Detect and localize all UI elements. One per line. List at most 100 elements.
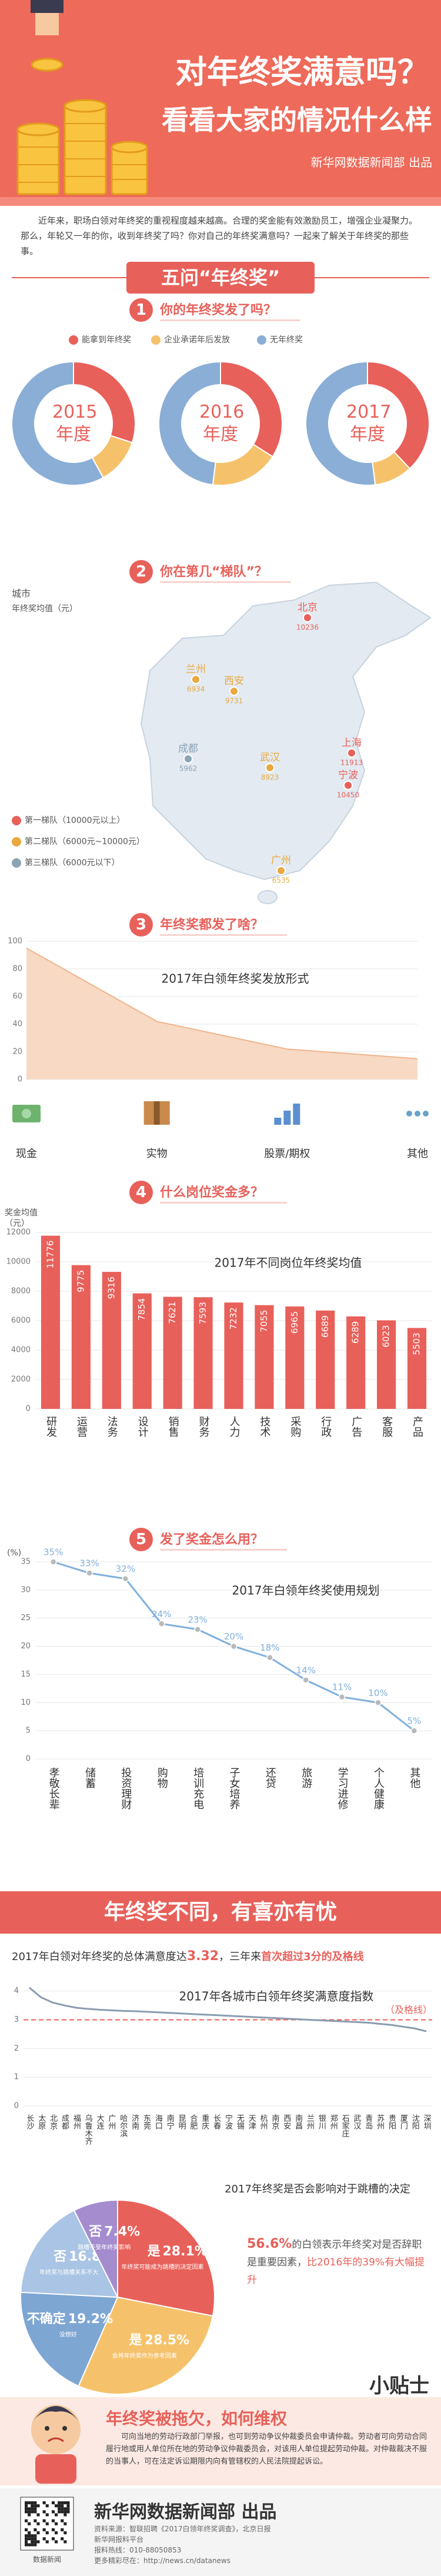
x-tick-label: 福州 bbox=[72, 2114, 81, 2130]
qr-cell bbox=[28, 2510, 31, 2514]
value-label: 5% bbox=[407, 1716, 421, 1727]
point bbox=[230, 1642, 238, 1650]
x-tick-label: 南昌 bbox=[293, 2114, 302, 2130]
bar-value-label: 6689 bbox=[320, 1315, 330, 1338]
y-tick-label: 10000 bbox=[6, 1258, 31, 1267]
y-tick-label: 60 bbox=[12, 992, 22, 1001]
legend-swatch bbox=[69, 335, 78, 345]
icon bbox=[153, 1101, 160, 1125]
cartoon-figure bbox=[31, 2405, 81, 2484]
qr-cell bbox=[66, 2504, 70, 2508]
point bbox=[158, 1620, 165, 1628]
point bbox=[266, 1654, 273, 1661]
point bbox=[122, 1575, 129, 1582]
y-tick-label: 4 bbox=[14, 1987, 19, 1995]
tips-title: 小贴士 bbox=[369, 2374, 429, 2398]
pie-slice bbox=[73, 2199, 118, 2298]
value-label: 10% bbox=[368, 1688, 387, 1698]
x-tick-label: 客服 bbox=[380, 1416, 393, 1438]
city-name: 西安 bbox=[224, 675, 244, 687]
qr-cell bbox=[64, 2513, 67, 2517]
x-tick-label: 广州 bbox=[106, 2114, 116, 2130]
city-dot bbox=[265, 763, 275, 772]
city-name: 宁波 bbox=[338, 769, 358, 781]
qr-label: 数据新闻 bbox=[32, 2555, 61, 2564]
qr-cell bbox=[25, 2537, 28, 2541]
qr-cell bbox=[45, 2531, 49, 2535]
bar bbox=[41, 1235, 61, 1409]
x-tick-label: 实物 bbox=[146, 1148, 168, 1160]
chart-title: 2017年白领年终奖发放形式 bbox=[162, 972, 309, 986]
x-tick-label: 研发 bbox=[45, 1416, 57, 1437]
x-tick-label: 银川 bbox=[317, 2114, 326, 2130]
x-tick-label: 其他 bbox=[407, 1148, 428, 1160]
y-tick-label: 6000 bbox=[11, 1317, 31, 1325]
x-tick-label: 东莞 bbox=[142, 2114, 151, 2130]
value-label: 23% bbox=[188, 1614, 207, 1625]
city-name: 武汉 bbox=[260, 752, 280, 764]
bar bbox=[377, 1320, 396, 1409]
qr-cell bbox=[66, 2501, 70, 2505]
point bbox=[194, 1626, 201, 1633]
qr-cell bbox=[34, 2543, 37, 2547]
qr-cell bbox=[51, 2537, 55, 2541]
question-number: 3 bbox=[129, 913, 153, 937]
qr-cell bbox=[34, 2504, 37, 2508]
donut-center-label: 2017年度 bbox=[346, 402, 392, 445]
qr-cell bbox=[42, 2510, 46, 2514]
y-tick-label: 5 bbox=[26, 1727, 31, 1735]
qr-cell bbox=[28, 2537, 31, 2541]
x-tick-label: 成都 bbox=[60, 2114, 69, 2130]
icon bbox=[423, 1111, 429, 1117]
city-dot bbox=[303, 613, 312, 622]
city-dot bbox=[347, 748, 356, 758]
x-tick-label: 个人健康 bbox=[372, 1767, 385, 1809]
footer-line: 资料来源：智联招聘《2017白领年终奖调查》，北京日报 bbox=[94, 2525, 271, 2533]
x-tick-label: 兰州 bbox=[305, 2114, 315, 2130]
chart-title: 2017年终奖是否会影响对于跳槽的决定 bbox=[225, 2183, 410, 2195]
city-name: 上海 bbox=[342, 737, 362, 749]
x-tick-label: 培训充电 bbox=[192, 1767, 204, 1809]
x-tick-label: 石家庄 bbox=[340, 2114, 350, 2138]
legend-swatch bbox=[151, 335, 161, 345]
pie-slice bbox=[20, 2291, 119, 2387]
x-tick-label: 乌鲁木齐 bbox=[83, 2114, 93, 2145]
qr-cell bbox=[61, 2519, 64, 2522]
y-tick-label: 4000 bbox=[11, 1346, 31, 1355]
qr-cell bbox=[34, 2537, 37, 2541]
qr-cell bbox=[25, 2501, 28, 2505]
text: 的白领表示年终奖对是否辞职是重要因素， bbox=[247, 2239, 422, 2268]
y-tick-label: 15 bbox=[21, 1670, 31, 1679]
x-tick-label: 西安 bbox=[282, 2114, 291, 2130]
footer-brand: 新华网数据新闻部 出品 bbox=[94, 2502, 277, 2522]
x-tick-label: 购物 bbox=[156, 1767, 168, 1788]
city-value: 6934 bbox=[187, 685, 205, 694]
x-tick-label: 人力 bbox=[228, 1416, 240, 1437]
footer-line: 报料热线：010-88050853 bbox=[94, 2546, 182, 2554]
map-unit-label: 年终奖均值（元） bbox=[12, 604, 78, 614]
y-tick-label: 25 bbox=[21, 1614, 31, 1622]
question-text: 你在第几“梯队”？ bbox=[160, 561, 291, 583]
icon bbox=[22, 1109, 31, 1118]
point bbox=[375, 1699, 382, 1707]
banner-box bbox=[126, 262, 315, 294]
map-outline bbox=[140, 581, 432, 881]
x-tick-label: 青岛 bbox=[363, 2114, 373, 2130]
qr-cell bbox=[58, 2501, 61, 2505]
icon bbox=[415, 1111, 420, 1117]
bar-value-label: 6965 bbox=[289, 1311, 300, 1334]
bar-value-label: 6023 bbox=[381, 1325, 392, 1347]
bar bbox=[224, 1302, 243, 1409]
qr-cell bbox=[42, 2528, 46, 2531]
y-tick-label: 0 bbox=[18, 1075, 22, 1084]
x-tick-label: 南宁 bbox=[165, 2114, 175, 2130]
x-tick-label: 运营 bbox=[75, 1416, 88, 1437]
pie-slice bbox=[117, 2199, 215, 2317]
donut-center-label: 2016年度 bbox=[199, 402, 245, 445]
donut-slice bbox=[220, 361, 283, 458]
x-tick-label: 储蓄 bbox=[83, 1767, 96, 1788]
qr-cell bbox=[25, 2540, 28, 2544]
question-text: 发了奖金怎么用？ bbox=[160, 1529, 288, 1551]
